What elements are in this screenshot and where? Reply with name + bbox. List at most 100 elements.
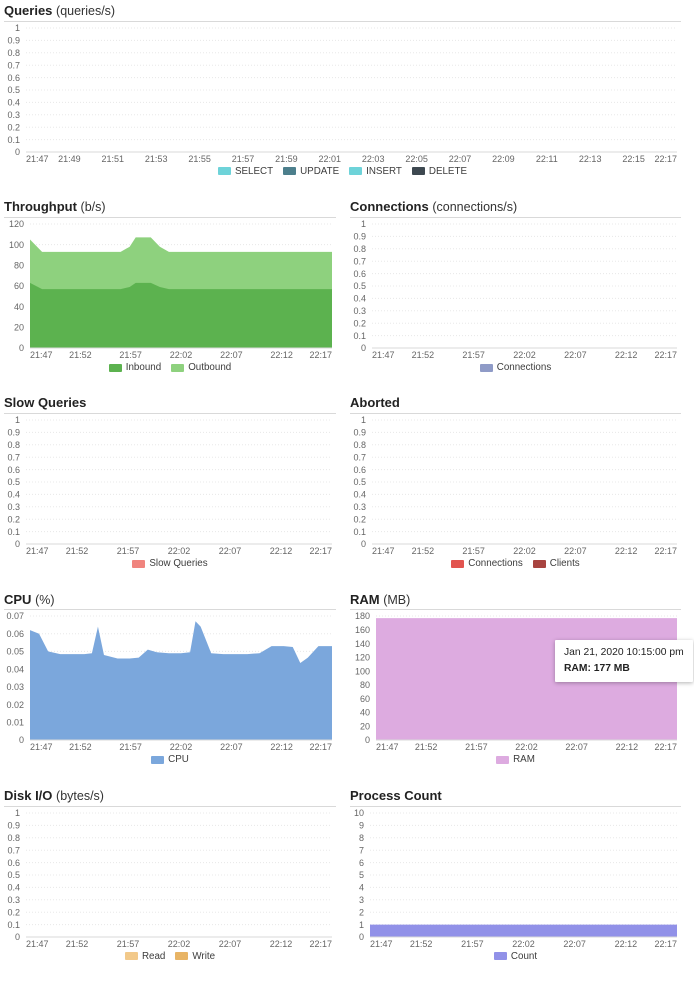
svg-text:22:07: 22:07 (565, 742, 588, 752)
svg-text:21:57: 21:57 (119, 350, 142, 360)
svg-text:22:01: 22:01 (319, 154, 342, 164)
svg-text:21:57: 21:57 (119, 742, 142, 752)
svg-text:0.7: 0.7 (7, 845, 20, 855)
svg-text:60: 60 (14, 281, 24, 291)
svg-text:22:09: 22:09 (492, 154, 515, 164)
svg-text:1: 1 (15, 809, 20, 818)
svg-text:140: 140 (355, 639, 370, 649)
svg-text:0.5: 0.5 (7, 477, 20, 487)
svg-text:22:07: 22:07 (564, 546, 587, 556)
svg-text:0.3: 0.3 (353, 502, 366, 512)
svg-text:22:02: 22:02 (513, 350, 536, 360)
svg-text:0.9: 0.9 (7, 428, 20, 438)
svg-text:3: 3 (359, 895, 364, 905)
svg-text:0.7: 0.7 (7, 60, 20, 70)
svg-text:21:52: 21:52 (410, 939, 433, 949)
svg-text:22:02: 22:02 (168, 939, 191, 949)
svg-text:0.1: 0.1 (7, 919, 20, 929)
svg-text:22:17: 22:17 (654, 546, 677, 556)
svg-text:40: 40 (360, 708, 370, 718)
svg-text:21:47: 21:47 (376, 742, 399, 752)
svg-text:0.01: 0.01 (6, 718, 24, 728)
svg-text:0.8: 0.8 (7, 440, 20, 450)
svg-text:21:47: 21:47 (26, 939, 49, 949)
svg-text:21:52: 21:52 (412, 350, 435, 360)
svg-text:21:52: 21:52 (69, 742, 92, 752)
svg-text:0: 0 (15, 147, 20, 157)
svg-text:22:12: 22:12 (270, 939, 293, 949)
svg-text:0.4: 0.4 (7, 97, 20, 107)
svg-text:0.1: 0.1 (7, 135, 20, 145)
svg-text:0.9: 0.9 (7, 35, 20, 45)
svg-text:22:07: 22:07 (220, 350, 243, 360)
svg-text:21:55: 21:55 (188, 154, 211, 164)
svg-text:0.6: 0.6 (353, 269, 366, 279)
svg-text:22:07: 22:07 (219, 939, 242, 949)
svg-text:0.6: 0.6 (7, 857, 20, 867)
svg-text:80: 80 (14, 261, 24, 271)
svg-text:22:17: 22:17 (309, 546, 332, 556)
svg-text:0.7: 0.7 (353, 256, 366, 266)
svg-text:21:47: 21:47 (30, 350, 53, 360)
svg-text:20: 20 (14, 323, 24, 333)
svg-text:0.04: 0.04 (6, 665, 24, 675)
svg-text:21:57: 21:57 (461, 939, 484, 949)
svg-text:0.2: 0.2 (7, 907, 20, 917)
svg-text:21:52: 21:52 (69, 350, 92, 360)
svg-text:0.03: 0.03 (6, 683, 24, 693)
svg-text:22:12: 22:12 (616, 742, 639, 752)
svg-text:0.5: 0.5 (7, 85, 20, 95)
svg-text:22:02: 22:02 (170, 742, 193, 752)
svg-text:21:57: 21:57 (232, 154, 255, 164)
svg-text:7: 7 (359, 845, 364, 855)
svg-text:0.2: 0.2 (7, 515, 20, 525)
svg-text:160: 160 (355, 625, 370, 635)
svg-text:21:51: 21:51 (102, 154, 125, 164)
svg-text:10: 10 (354, 809, 364, 818)
svg-text:21:57: 21:57 (462, 350, 485, 360)
svg-text:1: 1 (361, 220, 366, 229)
svg-text:20: 20 (360, 722, 370, 732)
svg-text:0.4: 0.4 (7, 882, 20, 892)
svg-text:0.6: 0.6 (7, 465, 20, 475)
svg-text:0.5: 0.5 (7, 870, 20, 880)
svg-text:60: 60 (360, 694, 370, 704)
svg-text:22:12: 22:12 (615, 546, 638, 556)
svg-text:2: 2 (359, 907, 364, 917)
svg-text:8: 8 (359, 833, 364, 843)
svg-text:22:17: 22:17 (654, 154, 677, 164)
svg-text:0: 0 (361, 343, 366, 353)
svg-text:21:57: 21:57 (117, 939, 140, 949)
svg-text:22:12: 22:12 (615, 350, 638, 360)
svg-text:22:17: 22:17 (309, 939, 332, 949)
svg-text:100: 100 (355, 667, 370, 677)
svg-text:0.3: 0.3 (353, 306, 366, 316)
svg-text:22:02: 22:02 (515, 742, 538, 752)
svg-text:0.05: 0.05 (6, 647, 24, 657)
svg-text:22:07: 22:07 (220, 742, 243, 752)
svg-text:0: 0 (15, 932, 20, 942)
svg-text:21:47: 21:47 (370, 939, 393, 949)
svg-text:21:57: 21:57 (462, 546, 485, 556)
svg-text:0.9: 0.9 (353, 428, 366, 438)
svg-text:180: 180 (355, 612, 370, 621)
svg-text:22:12: 22:12 (270, 350, 293, 360)
svg-text:0.8: 0.8 (353, 244, 366, 254)
svg-text:0: 0 (361, 539, 366, 549)
svg-text:22:02: 22:02 (512, 939, 535, 949)
svg-text:0.3: 0.3 (7, 502, 20, 512)
svg-text:21:47: 21:47 (26, 154, 49, 164)
svg-text:1: 1 (15, 416, 20, 425)
svg-text:120: 120 (9, 220, 24, 229)
svg-text:22:17: 22:17 (654, 350, 677, 360)
svg-text:0.2: 0.2 (7, 122, 20, 132)
svg-text:100: 100 (9, 240, 24, 250)
svg-text:0.4: 0.4 (353, 490, 366, 500)
svg-text:21:52: 21:52 (66, 546, 89, 556)
svg-text:22:17: 22:17 (654, 742, 677, 752)
svg-text:0: 0 (359, 932, 364, 942)
svg-text:0.8: 0.8 (353, 440, 366, 450)
svg-text:22:12: 22:12 (270, 742, 293, 752)
svg-text:21:57: 21:57 (117, 546, 140, 556)
svg-text:21:52: 21:52 (66, 939, 89, 949)
